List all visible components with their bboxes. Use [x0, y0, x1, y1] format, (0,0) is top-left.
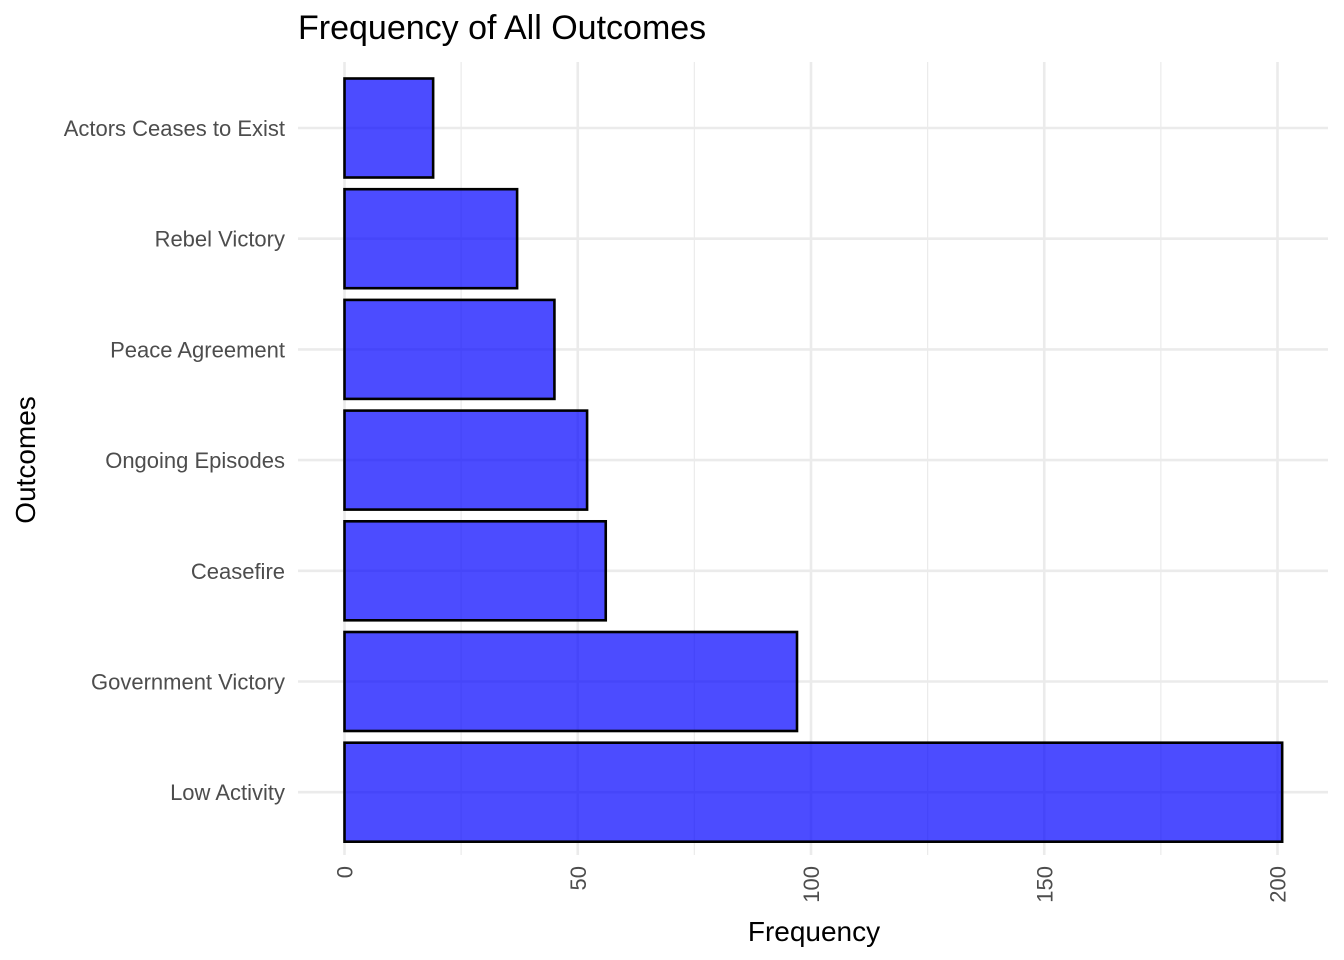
bar	[343, 298, 556, 401]
x-tick-label: 0	[333, 866, 358, 878]
y-tick-label: Peace Agreement	[110, 337, 285, 362]
x-axis-tick-labels: 0 50 100 150 200	[333, 866, 1291, 903]
y-tick-label: Ongoing Episodes	[105, 448, 285, 473]
bars	[343, 77, 1284, 844]
x-tick-label: 200	[1266, 866, 1291, 903]
y-tick-label: Ceasefire	[191, 559, 285, 584]
bar	[343, 409, 589, 511]
bar	[343, 77, 435, 179]
y-tick-label: Rebel Victory	[155, 227, 285, 252]
x-tick-label: 100	[799, 866, 824, 903]
x-tick-label: 150	[1032, 866, 1057, 903]
y-axis-tick-labels: Actors Ceases to Exist Rebel Victory Peace…	[64, 116, 285, 805]
y-tick-label: Government Victory	[91, 670, 285, 695]
bar	[343, 630, 799, 733]
y-axis-label: Outcomes	[10, 396, 41, 524]
chart-title: Frequency of All Outcomes	[298, 9, 706, 47]
x-tick-label: 50	[566, 866, 591, 890]
y-tick-label: Actors Ceases to Exist	[64, 116, 285, 141]
x-axis-label: Frequency	[748, 916, 880, 947]
bar	[343, 519, 608, 622]
bar	[343, 187, 519, 290]
y-tick-label: Low Activity	[170, 780, 285, 805]
bar	[343, 741, 1284, 844]
